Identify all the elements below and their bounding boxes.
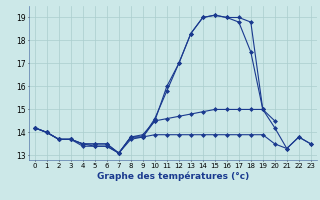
- X-axis label: Graphe des températures (°c): Graphe des températures (°c): [97, 172, 249, 181]
